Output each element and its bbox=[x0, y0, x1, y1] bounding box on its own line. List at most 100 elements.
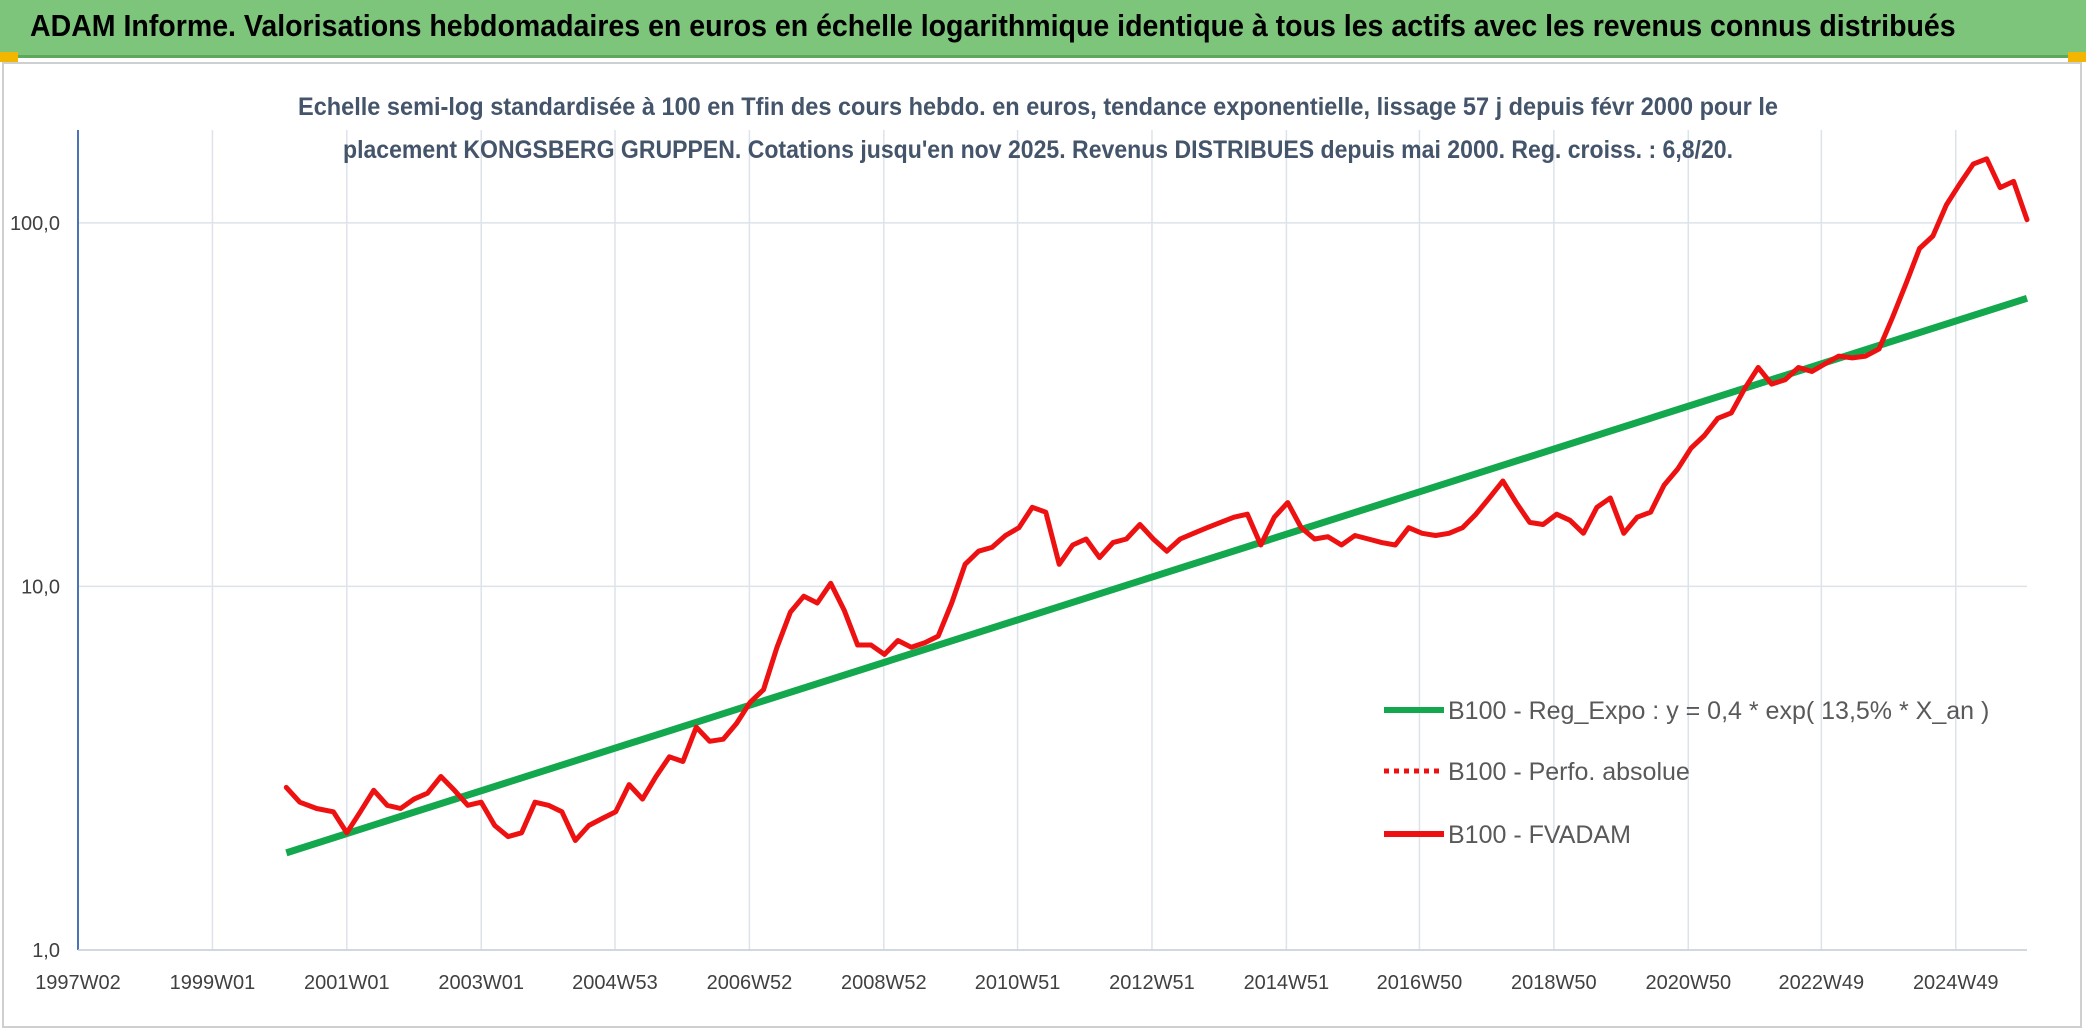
data-point-fvadam bbox=[372, 789, 375, 792]
data-point-fvadam bbox=[977, 550, 980, 552]
data-point-fvadam bbox=[883, 653, 886, 656]
data-point-fvadam bbox=[1555, 513, 1558, 515]
y-tick-label: 100,0 bbox=[10, 213, 60, 235]
corner-accent-right bbox=[2068, 52, 2086, 62]
data-point-fvadam bbox=[1165, 550, 1168, 552]
data-point-fvadam bbox=[1085, 538, 1087, 540]
data-point-fvadam bbox=[1448, 532, 1450, 535]
x-tick-label: 1997W02 bbox=[35, 972, 121, 994]
x-tick-label: 2012W51 bbox=[1109, 972, 1195, 994]
data-point-fvadam bbox=[1797, 366, 1800, 369]
chart-title-line-1: Echelle semi-log standardisée à 100 en T… bbox=[298, 93, 1778, 121]
data-point-fvadam bbox=[587, 824, 590, 827]
y-tick-label: 10,0 bbox=[21, 576, 60, 598]
data-point-fvadam bbox=[1838, 355, 1840, 357]
x-tick-label: 2016W50 bbox=[1377, 972, 1463, 994]
data-point-fvadam bbox=[1851, 357, 1854, 359]
y-tick-label: 1,0 bbox=[32, 940, 60, 962]
data-point-fvadam bbox=[1918, 247, 1921, 250]
data-point-fvadam bbox=[749, 701, 751, 704]
data-point-fvadam bbox=[1246, 513, 1249, 515]
data-point-fvadam bbox=[1757, 366, 1759, 369]
data-point-fvadam bbox=[507, 835, 509, 838]
data-point-fvadam bbox=[614, 810, 617, 813]
data-point-fvadam bbox=[937, 635, 940, 637]
data-point-fvadam bbox=[1354, 534, 1356, 537]
data-point-fvadam bbox=[1811, 370, 1813, 373]
data-point-fvadam bbox=[1206, 526, 1208, 529]
data-point-fvadam bbox=[1071, 544, 1074, 546]
data-point-fvadam bbox=[440, 775, 442, 778]
data-point-fvadam bbox=[1622, 532, 1625, 535]
y-axis-ticks: 1,0 10,0 100,0 bbox=[10, 213, 60, 962]
data-point-fvadam bbox=[601, 817, 604, 820]
data-point-fvadam bbox=[1932, 235, 1934, 237]
data-point-fvadam bbox=[547, 804, 550, 807]
data-point-fvadam bbox=[534, 801, 536, 803]
data-point-fvadam bbox=[346, 832, 348, 834]
x-tick-label: 2004W53 bbox=[572, 972, 658, 994]
data-point-fvadam bbox=[682, 760, 684, 763]
data-point-fvadam bbox=[1139, 523, 1141, 526]
x-tick-label: 2003W01 bbox=[438, 972, 524, 994]
data-point-fvadam bbox=[1031, 506, 1034, 509]
data-point-fvadam bbox=[1394, 544, 1397, 546]
data-point-fvadam bbox=[1703, 434, 1706, 437]
data-point-fvadam bbox=[1112, 541, 1114, 544]
data-point-fvadam bbox=[1636, 516, 1638, 519]
data-point-fvadam bbox=[1972, 163, 1975, 165]
data-point-fvadam bbox=[1286, 501, 1289, 504]
data-point-fvadam bbox=[1542, 523, 1544, 526]
x-tick-label: 2022W49 bbox=[1779, 972, 1865, 994]
data-point-fvadam bbox=[1219, 521, 1222, 524]
data-point-fvadam bbox=[1461, 526, 1464, 529]
legend: B100 - Reg_Expo : y = 0,4 * exp( 13,5% *… bbox=[1384, 697, 1989, 849]
x-tick-label: 2020W50 bbox=[1645, 972, 1731, 994]
data-point-fvadam bbox=[1327, 535, 1329, 538]
data-point-fvadam bbox=[1018, 526, 1020, 529]
data-point-fvadam bbox=[426, 792, 429, 794]
data-point-fvadam bbox=[843, 609, 845, 612]
data-point-fvadam bbox=[1945, 204, 1948, 206]
data-point-fvadam bbox=[386, 804, 388, 807]
grid-lines bbox=[77, 130, 2027, 951]
data-point-fvadam bbox=[1770, 383, 1773, 385]
data-point-fvadam bbox=[453, 789, 456, 792]
data-point-fvadam bbox=[1582, 532, 1585, 535]
x-tick-label: 2024W49 bbox=[1913, 972, 1999, 994]
x-axis-ticks: 1997W02 1999W01 2001W01 2003W01 2004W53 2006W… bbox=[35, 972, 1998, 994]
data-point-fvadam bbox=[789, 611, 792, 613]
data-point-fvadam bbox=[910, 646, 913, 649]
data-point-fvadam bbox=[1367, 538, 1370, 540]
data-point-fvadam bbox=[641, 798, 644, 800]
data-point-fvadam bbox=[1609, 497, 1612, 499]
data-point-fvadam bbox=[480, 801, 483, 803]
data-point-fvadam bbox=[1260, 544, 1262, 546]
data-point-fvadam bbox=[1717, 417, 1719, 420]
x-tick-label: 2010W51 bbox=[975, 972, 1061, 994]
data-point-fvadam bbox=[1125, 538, 1128, 540]
data-point-fvadam bbox=[1488, 497, 1491, 499]
data-point-fvadam bbox=[655, 775, 657, 778]
legend-label: B100 - Reg_Expo : y = 0,4 * exp( 13,5% *… bbox=[1448, 697, 1989, 725]
data-point-fvadam bbox=[1233, 516, 1235, 519]
data-point-fvadam bbox=[870, 644, 872, 646]
data-point-fvadam bbox=[1044, 511, 1047, 513]
data-point-fvadam bbox=[561, 810, 563, 813]
data-point-fvadam bbox=[1878, 348, 1880, 350]
data-point-fvadam bbox=[359, 810, 362, 813]
data-point-fvadam bbox=[493, 824, 496, 827]
data-point-fvadam bbox=[1528, 521, 1531, 524]
data-point-fvadam bbox=[950, 602, 953, 604]
data-point-fvadam bbox=[2012, 180, 2015, 183]
data-point-fvadam bbox=[1179, 538, 1181, 540]
data-point-fvadam bbox=[803, 595, 805, 597]
data-point-fvadam bbox=[1300, 526, 1302, 529]
data-point-fvadam bbox=[1421, 532, 1423, 535]
legend-label: B100 - Perfo. absolue bbox=[1448, 758, 1690, 786]
data-point-fvadam bbox=[708, 740, 711, 743]
x-tick-label: 2006W52 bbox=[707, 972, 793, 994]
chart-title-line-2: placement KONGSBERG GRUPPEN. Cotations j… bbox=[343, 136, 1733, 164]
data-point-fvadam bbox=[964, 563, 966, 566]
series-line-reg-expo bbox=[285, 294, 2029, 857]
